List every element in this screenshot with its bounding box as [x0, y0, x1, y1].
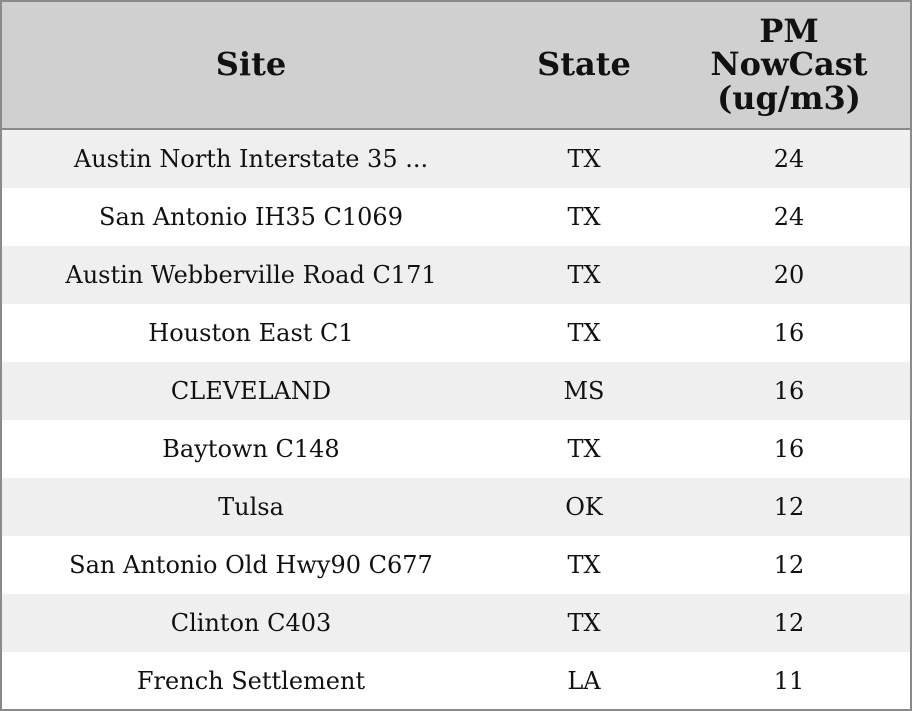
table-cell: 24 — [773, 145, 805, 173]
table-header: Site State PM NowCast (ug/m3) — [2, 2, 910, 130]
table-row: Tulsa OK 12 — [2, 478, 910, 536]
table-cell: 20 — [773, 261, 805, 289]
table-cell: 16 — [773, 435, 805, 463]
table-cell: TX — [567, 551, 601, 579]
table-row: San Antonio IH35 C1069 TX 24 — [2, 188, 910, 246]
table-cell: LA — [567, 667, 601, 695]
table-cell: Clinton C403 — [170, 609, 332, 637]
table-cell: Baytown C148 — [162, 435, 340, 463]
table-body: Austin North Interstate 35 ... TX 24 San An… — [2, 129, 910, 709]
table-cell: TX — [567, 609, 601, 637]
table-row: Houston East C1 TX 16 — [2, 304, 910, 362]
table-cell: 12 — [773, 609, 805, 637]
table-cell: MS — [563, 377, 605, 405]
table-row: CLEVELAND MS 16 — [2, 362, 910, 420]
table-cell: TX — [567, 435, 601, 463]
table-cell: TX — [567, 203, 601, 231]
table-row: Austin Webberville Road C171 TX 20 — [2, 246, 910, 304]
column-header-text: PM NowCast (ug/m3) — [710, 11, 868, 117]
table-cell: Austin Webberville Road C171 — [65, 261, 437, 289]
column-header: Site — [2, 2, 500, 130]
table-cell: San Antonio IH35 C1069 — [99, 203, 403, 231]
table-cell: 24 — [773, 203, 805, 231]
table-cell: TX — [567, 145, 601, 173]
header-row: Site State PM NowCast (ug/m3) — [2, 2, 910, 130]
table-row: Baytown C148 TX 16 — [2, 420, 910, 478]
table-cell: CLEVELAND — [170, 377, 332, 405]
table-cell: TX — [567, 319, 601, 347]
table-cell: TX — [567, 261, 601, 289]
table-row: San Antonio Old Hwy90 C677 TX 12 — [2, 536, 910, 594]
column-header-text: State — [537, 45, 631, 84]
table-cell: 12 — [773, 493, 805, 521]
table-cell: 12 — [773, 551, 805, 579]
table-cell: French Settlement — [136, 667, 366, 695]
column-header: PM NowCast (ug/m3) — [668, 2, 910, 130]
column-header-text: Site — [215, 45, 287, 84]
table-cell: Houston East C1 — [148, 319, 354, 347]
table-cell: San Antonio Old Hwy90 C677 — [69, 551, 433, 579]
table-cell: 16 — [773, 377, 805, 405]
table-cell: OK — [565, 493, 603, 521]
table-cell: 16 — [773, 319, 805, 347]
table-row: French Settlement LA 11 — [2, 652, 910, 709]
table-cell: 11 — [773, 667, 805, 695]
table-cell: Tulsa — [218, 493, 284, 521]
table-row: Clinton C403 TX 12 — [2, 594, 910, 652]
column-header: State — [500, 2, 668, 130]
table-row: Austin North Interstate 35 ... TX 24 — [2, 129, 910, 188]
table-cell: Austin North Interstate 35 ... — [73, 145, 429, 173]
